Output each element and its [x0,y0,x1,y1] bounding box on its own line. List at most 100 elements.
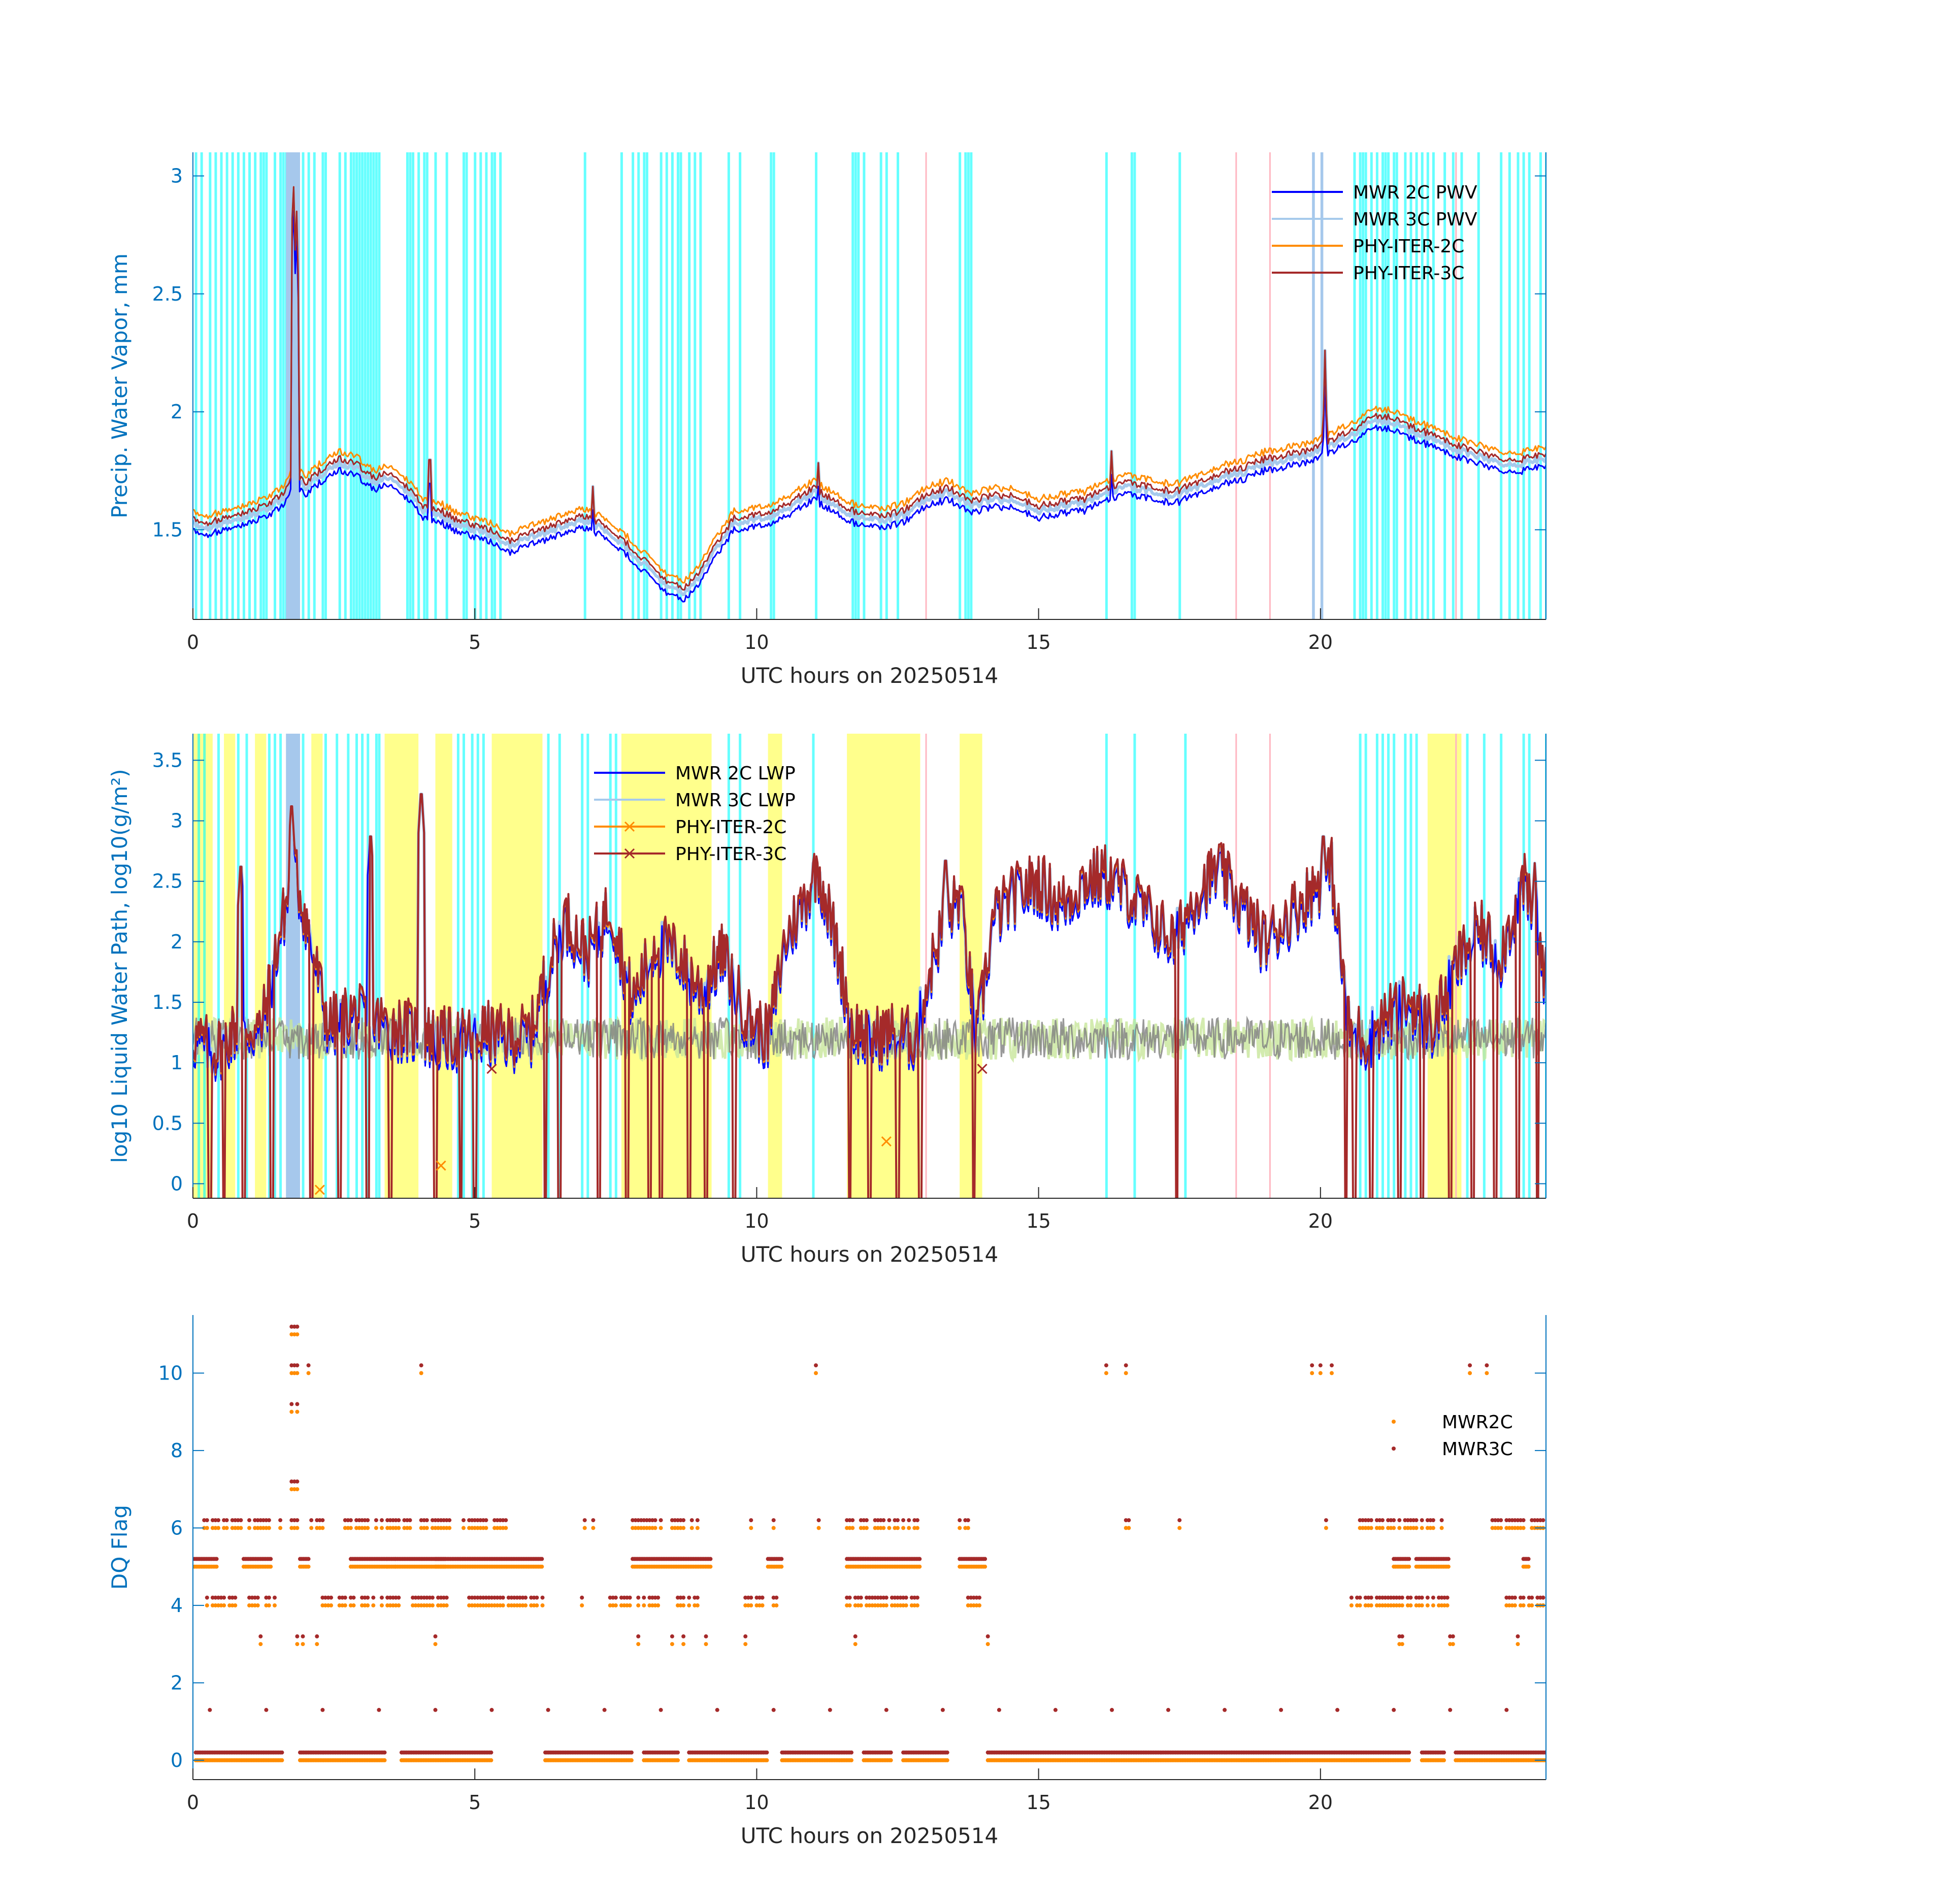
point-mwr2c [273,1603,277,1607]
flag-line-cyan [1395,152,1398,619]
point-mwr3c [884,1708,888,1712]
y-tick-label: 3.5 [152,749,183,771]
point-mwr3c [247,1595,251,1600]
point-mwr2c [380,1603,384,1607]
flag-line-cyan [302,152,305,619]
point-mwr2c [771,1603,776,1607]
flag-line-cyan [815,152,818,619]
point-mwr3c [416,1595,421,1600]
point-mwr2c [859,1526,863,1530]
point-mwr2c [436,1526,440,1530]
point-mwr3c [216,1518,220,1523]
point-mwr3c [625,1595,629,1600]
flag-line-cyan [434,152,437,619]
point-mwr2c [1504,1526,1509,1530]
point-mwr2c [774,1603,779,1607]
y-tick-label: 1.5 [152,991,183,1013]
point-mwr3c [1380,1518,1385,1523]
point-mwr2c [523,1603,528,1607]
point-mwr2c [343,1603,347,1607]
point-mwr3c [402,1518,407,1523]
point-mwr3c [295,1479,300,1484]
point-mwr3c [213,1595,218,1600]
point-mwr2c [758,1603,762,1607]
point-mwr3c [1499,1518,1503,1523]
point-mwr3c [501,1595,505,1600]
point-mwr3c [760,1595,765,1600]
point-mwr2c [391,1603,396,1607]
point-mwr2c [424,1526,429,1530]
flag-line-cyan [1404,734,1407,1198]
point-mwr3c [1512,1595,1517,1600]
flag-line-cyan [198,734,201,1198]
point-mwr2c [422,1603,426,1607]
point-mwr2c [1358,1526,1362,1530]
point-mwr3c [1496,1518,1500,1523]
point-mwr2c [1485,1371,1489,1375]
point-mwr2c [1527,1603,1531,1607]
point-mwr2c [629,1758,634,1762]
point-mwr3c [631,1518,635,1523]
point-mwr2c [348,1603,353,1607]
flag-line-cyan [1359,734,1362,1198]
point-mwr3c [233,1595,238,1600]
point-mwr2c [1400,1642,1404,1647]
point-mwr2c [393,1526,398,1530]
x-tick-label: 20 [1308,631,1333,653]
point-mwr3c [301,1634,305,1638]
point-mwr2c [867,1603,872,1607]
point-mwr2c [1407,1564,1411,1569]
point-mwr3c [958,1518,962,1523]
point-mwr3c [478,1595,483,1600]
point-mwr2c [917,1564,922,1569]
point-mwr2c [470,1603,474,1607]
point-mwr2c [859,1603,863,1607]
point-mwr2c [704,1642,708,1647]
point-mwr2c [1521,1526,1526,1530]
point-mwr3c [678,1518,683,1523]
point-mwr2c [893,1526,897,1530]
flag-line-cyan [242,152,245,619]
point-mwr3c [1535,1518,1540,1523]
point-mwr3c [1516,1518,1520,1523]
point-mwr2c [670,1642,674,1647]
point-mwr2c [224,1526,229,1530]
point-mwr3c [912,1595,917,1600]
point-mwr2c [636,1603,641,1607]
point-mwr2c [280,1758,284,1762]
point-mwr3c [1405,1595,1410,1600]
point-mwr2c [647,1526,652,1530]
point-mwr3c [366,1595,370,1600]
point-mwr2c [278,1526,283,1530]
point-mwr2c [580,1603,584,1607]
point-mwr2c [320,1603,325,1607]
flag-line-cyan [1404,152,1407,619]
point-mwr3c [489,1708,494,1712]
point-mwr3c [380,1518,384,1523]
point-mwr2c [625,1603,629,1607]
point-mwr3c [845,1595,849,1600]
point-mwr3c [419,1518,423,1523]
point-mwr2c [222,1603,226,1607]
point-mwr2c [912,1526,917,1530]
point-mwr3c [1420,1595,1424,1600]
point-mwr2c [382,1758,387,1762]
point-mwr2c [506,1603,511,1607]
legend-marker-mwr2c [1392,1420,1396,1424]
point-mwr2c [492,1526,497,1530]
flag-line-cyan [476,734,479,1198]
point-mwr2c [878,1526,883,1530]
point-mwr2c [351,1603,356,1607]
point-mwr2c [983,1564,988,1569]
flag-line-cyan [863,152,866,619]
point-mwr2c [233,1526,238,1530]
point-mwr2c [622,1603,627,1607]
point-mwr3c [436,1518,440,1523]
point-mwr2c [329,1603,334,1607]
point-mwr3c [582,1518,587,1523]
flag-line-cyan [879,152,882,619]
point-mwr3c [473,1518,477,1523]
flag-line-cyan [1517,152,1520,619]
point-mwr2c [424,1603,429,1607]
point-mwr2c [1369,1603,1373,1607]
